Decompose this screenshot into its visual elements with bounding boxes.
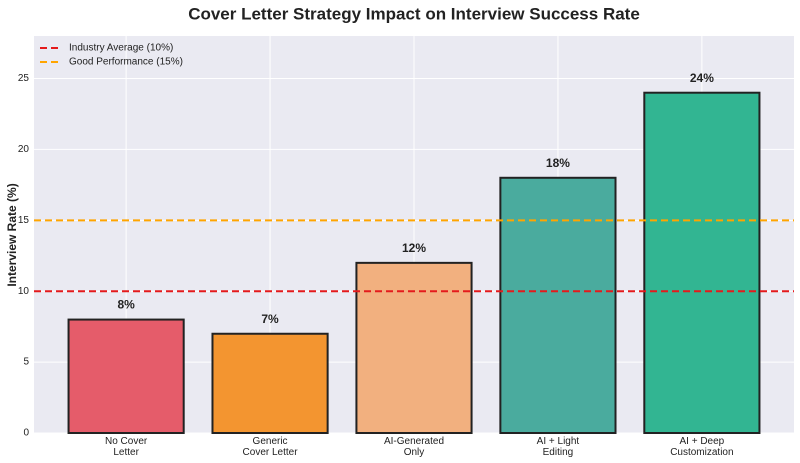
y-tick-label: 20	[18, 144, 30, 155]
value-label: 18%	[546, 156, 570, 170]
x-tick-label: No Cover Letter	[105, 436, 148, 458]
value-label: 8%	[117, 298, 135, 312]
x-tick-label: AI + Light Editing	[537, 436, 580, 458]
bar	[355, 261, 473, 434]
y-tick-label: 25	[18, 73, 30, 84]
value-label: 24%	[690, 71, 714, 85]
y-tick-label: 0	[23, 428, 29, 439]
x-tick-label: AI + Deep Customization	[670, 436, 733, 458]
y-tick-label: 15	[18, 215, 30, 226]
y-tick-label: 5	[23, 357, 29, 368]
value-label: 12%	[402, 241, 426, 255]
x-tick-label: Generic Cover Letter	[243, 436, 299, 458]
y-tick-label: 10	[18, 286, 30, 297]
bar	[643, 91, 761, 434]
value-label: 7%	[261, 312, 279, 326]
x-tick-label: AI-Generated Only	[384, 436, 444, 458]
bar	[67, 318, 185, 435]
chart-title: Cover Letter Strategy Impact on Intervie…	[188, 4, 640, 23]
legend-label: Industry Average (10%)	[69, 43, 173, 54]
y-axis-label: Interview Rate (%)	[5, 183, 19, 286]
bar	[211, 332, 329, 434]
bar	[499, 176, 617, 434]
legend-label: Good Performance (15%)	[69, 57, 183, 68]
